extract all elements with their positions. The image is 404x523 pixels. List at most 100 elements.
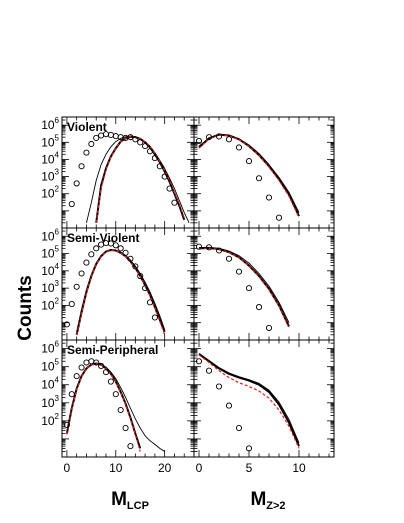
data-point — [137, 272, 144, 280]
data-point — [245, 445, 253, 452]
data-point — [117, 245, 124, 252]
data-point — [93, 134, 100, 141]
x-axis-label-left: MLCP — [111, 489, 149, 512]
series-line-red-dashed — [198, 354, 300, 449]
row-title: Semi-Violent — [67, 231, 139, 245]
y-tick-label: 106 — [41, 227, 59, 243]
series-group — [195, 243, 290, 331]
panel-r0-c1 — [193, 116, 335, 229]
data-point — [117, 406, 124, 414]
data-point — [132, 136, 139, 143]
data-point — [235, 144, 243, 151]
data-point — [205, 367, 213, 374]
data-point — [132, 263, 139, 270]
panel-frame — [61, 339, 195, 458]
data-point — [73, 180, 80, 187]
data-point — [215, 383, 223, 390]
data-point — [112, 391, 119, 398]
data-point — [78, 364, 85, 371]
data-point — [146, 299, 154, 306]
data-point — [137, 139, 144, 146]
y-tick-label: 103 — [41, 168, 59, 184]
data-point — [93, 245, 100, 252]
data-point — [122, 249, 129, 256]
y-tick-label: 103 — [41, 279, 59, 295]
data-point — [215, 247, 223, 254]
y-tick-label: 105 — [41, 358, 59, 374]
series-line-red-dashed — [95, 136, 185, 223]
data-point — [117, 134, 124, 141]
data-point — [156, 163, 163, 170]
data-point — [265, 194, 273, 201]
data-point — [161, 173, 168, 180]
row-title: Semi-Peripheral — [67, 343, 158, 357]
data-point — [255, 304, 263, 311]
y-tick-label: 106 — [41, 340, 59, 356]
series-line-black-thick — [198, 353, 300, 447]
x-tick-label: 0 — [64, 461, 71, 475]
data-point — [195, 243, 203, 250]
data-point — [265, 324, 273, 331]
data-point — [215, 133, 223, 140]
series-line-black-thin — [198, 246, 290, 323]
data-point — [88, 251, 95, 258]
data-point — [112, 242, 119, 249]
data-point — [122, 425, 129, 432]
data-point — [225, 255, 233, 262]
data-point — [83, 149, 90, 156]
data-point — [73, 283, 80, 290]
panel-frame — [193, 116, 335, 229]
data-point — [151, 155, 158, 162]
y-tick-label: 105 — [41, 245, 59, 261]
panel-r2-c1: 0 5 10 — [193, 339, 335, 475]
data-point — [235, 425, 243, 432]
y-tick-label: 105 — [41, 133, 59, 149]
series-group — [63, 240, 166, 336]
series-line-red-dashed — [76, 249, 166, 335]
data-point — [146, 148, 154, 155]
data-point — [195, 358, 203, 365]
series-group — [195, 352, 300, 452]
data-point — [151, 314, 158, 321]
data-point — [275, 214, 283, 221]
data-point — [63, 421, 70, 428]
series-line-red-dashed — [198, 134, 300, 218]
data-point — [235, 268, 243, 275]
data-point — [63, 321, 70, 328]
data-point — [205, 244, 213, 251]
x-tick-label: 10 — [109, 461, 123, 475]
data-point — [73, 373, 80, 380]
data-point — [171, 199, 178, 206]
data-point — [107, 378, 114, 385]
y-tick-label: 103 — [41, 394, 59, 410]
y-tick-label: 104 — [41, 376, 59, 392]
data-point — [255, 175, 263, 182]
data-point — [68, 391, 75, 398]
data-point — [88, 358, 95, 365]
series-line-black-thin — [76, 249, 166, 332]
data-point — [127, 255, 134, 262]
y-tick-label: 106 — [41, 116, 59, 132]
series-group — [68, 131, 190, 224]
data-point — [98, 362, 105, 369]
data-point — [245, 285, 253, 292]
data-point — [205, 134, 213, 141]
data-point — [68, 200, 75, 208]
y-tick-label: 102 — [41, 185, 59, 201]
data-point — [127, 443, 134, 450]
data-point — [112, 133, 119, 140]
data-point — [142, 143, 149, 150]
y-tick-label: 102 — [41, 296, 59, 312]
y-tick-label: 104 — [41, 150, 59, 166]
y-axis-label: Counts — [15, 275, 36, 340]
row-title: Violent — [67, 120, 107, 134]
data-point — [195, 137, 203, 145]
series-line-red-dashed — [66, 363, 141, 452]
y-tick-label: 104 — [41, 262, 59, 278]
data-point — [142, 285, 149, 292]
x-tick-label: 20 — [158, 461, 172, 475]
x-tick-label: 0 — [196, 461, 203, 475]
